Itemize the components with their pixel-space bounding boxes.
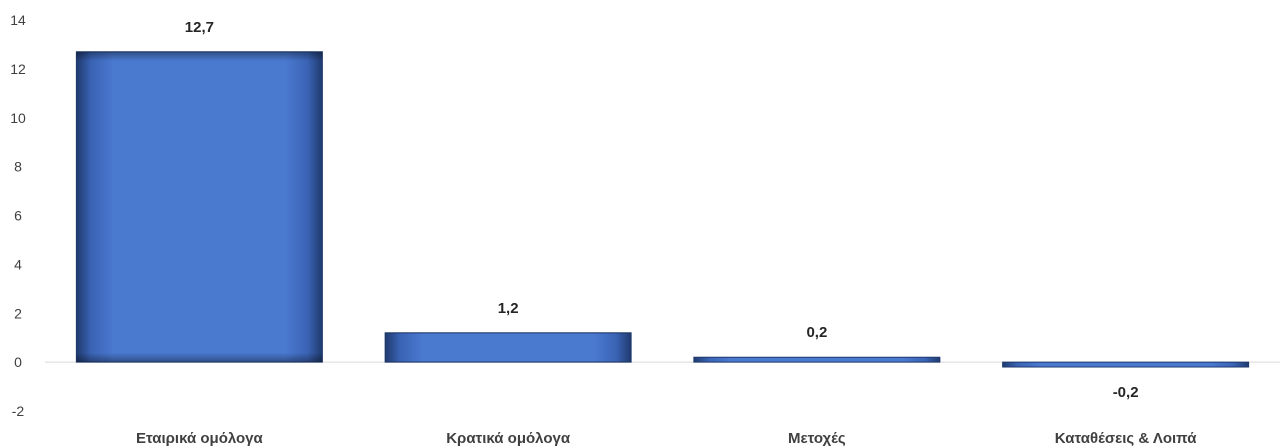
- data-label: 1,2: [498, 300, 519, 317]
- y-tick-label: -2: [12, 403, 25, 419]
- data-label: -0,2: [1113, 384, 1139, 401]
- bar: [75, 51, 323, 363]
- bar-bevel: [76, 51, 323, 363]
- y-tick-label: 8: [14, 159, 22, 175]
- data-label: 12,7: [185, 19, 214, 36]
- x-category-label: Μετοχές: [788, 430, 846, 447]
- y-tick-label: 10: [10, 110, 26, 126]
- y-tick-label: 14: [10, 12, 26, 28]
- bar-body: [693, 356, 941, 363]
- bar: [384, 332, 632, 363]
- y-tick-label: 12: [10, 61, 26, 77]
- y-tick-label: 2: [14, 305, 22, 321]
- x-category-label: Καταθέσεις & Λοιπά: [1055, 430, 1197, 447]
- x-axis-category-labels: Εταιρικά ομόλογα Κρατικά ομόλογα Μετοχές Κα…: [136, 430, 1197, 447]
- bar-body: [1002, 361, 1250, 368]
- y-tick-label: 0: [14, 354, 22, 370]
- y-axis-tick-labels: -2 0 2 4 6 8 10 12 14: [10, 12, 26, 419]
- data-labels: 12,7 1,2 0,2 -0,2: [185, 19, 1139, 401]
- bar: [693, 356, 941, 363]
- data-label: 0,2: [806, 324, 827, 341]
- y-tick-label: 6: [14, 208, 22, 224]
- y-tick-label: 4: [14, 256, 22, 272]
- bar-bevel: [385, 332, 632, 363]
- x-category-label: Κρατικά ομόλογα: [446, 430, 571, 447]
- bar-series: [75, 51, 1250, 368]
- x-category-label: Εταιρικά ομόλογα: [136, 430, 264, 447]
- bar: [1002, 361, 1250, 368]
